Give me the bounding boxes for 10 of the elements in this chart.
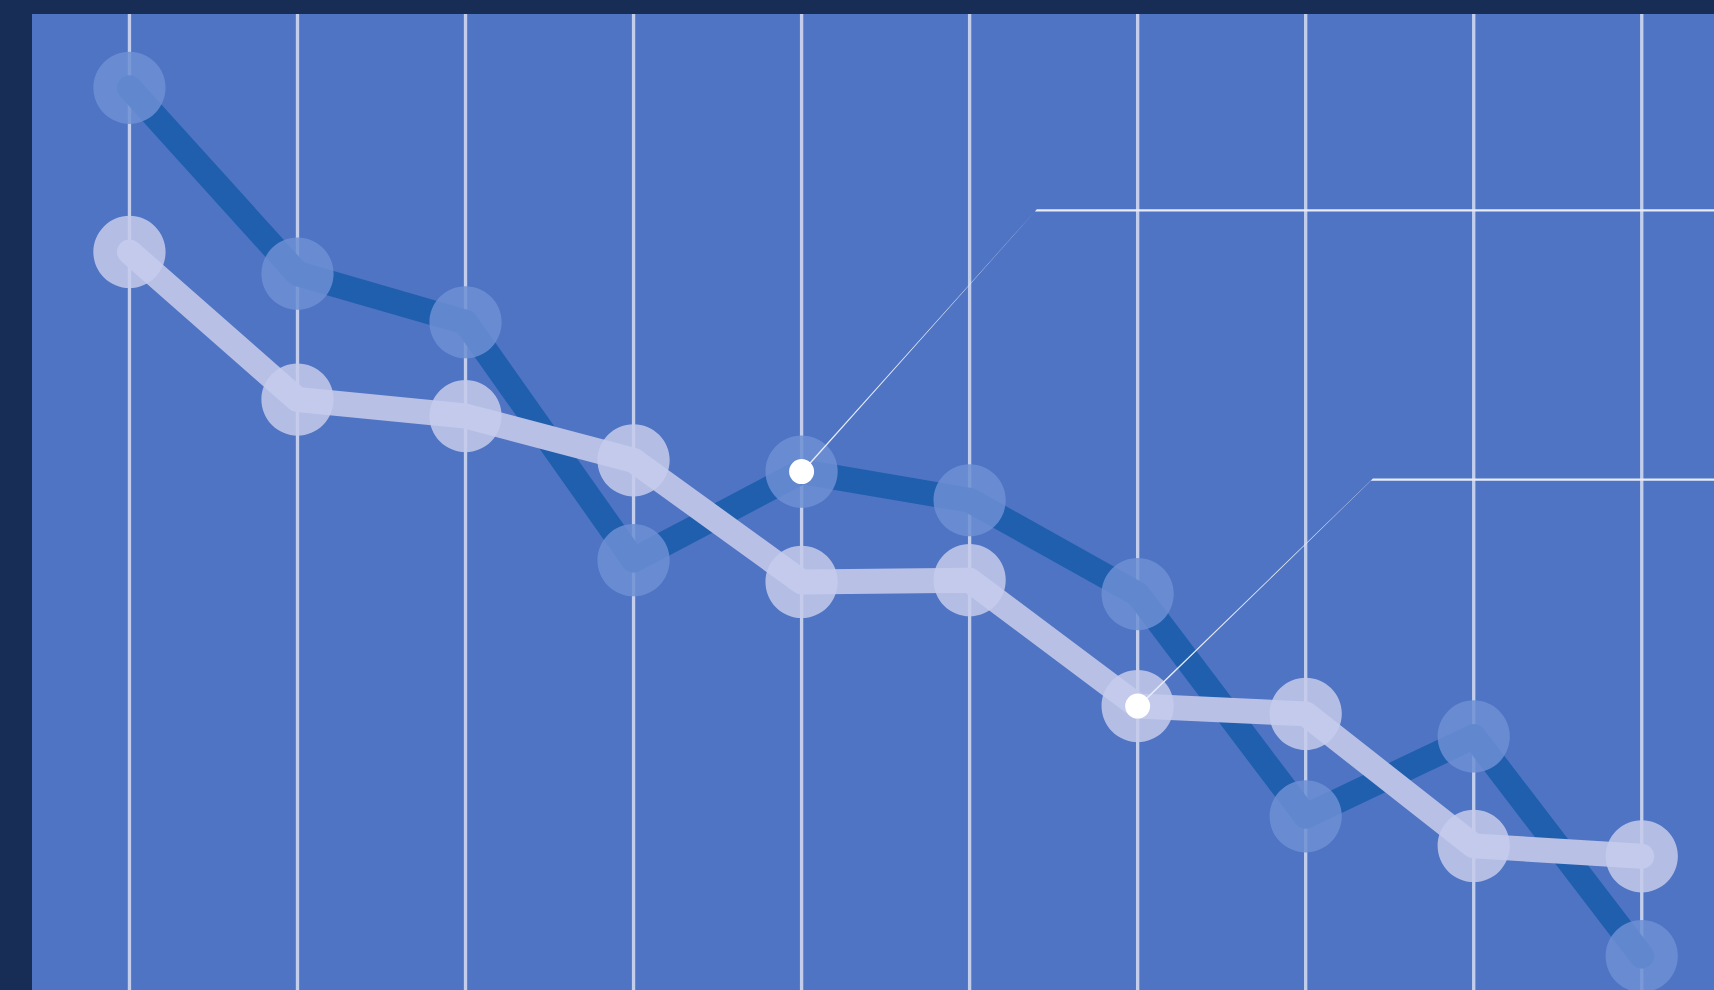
point (1437, 809, 1510, 882)
point (933, 544, 1006, 617)
point (93, 215, 166, 289)
point (597, 424, 670, 497)
point (765, 545, 838, 618)
point (261, 363, 334, 436)
point (429, 379, 502, 453)
point (1101, 669, 1174, 743)
point (1269, 677, 1342, 750)
point (1605, 820, 1678, 893)
